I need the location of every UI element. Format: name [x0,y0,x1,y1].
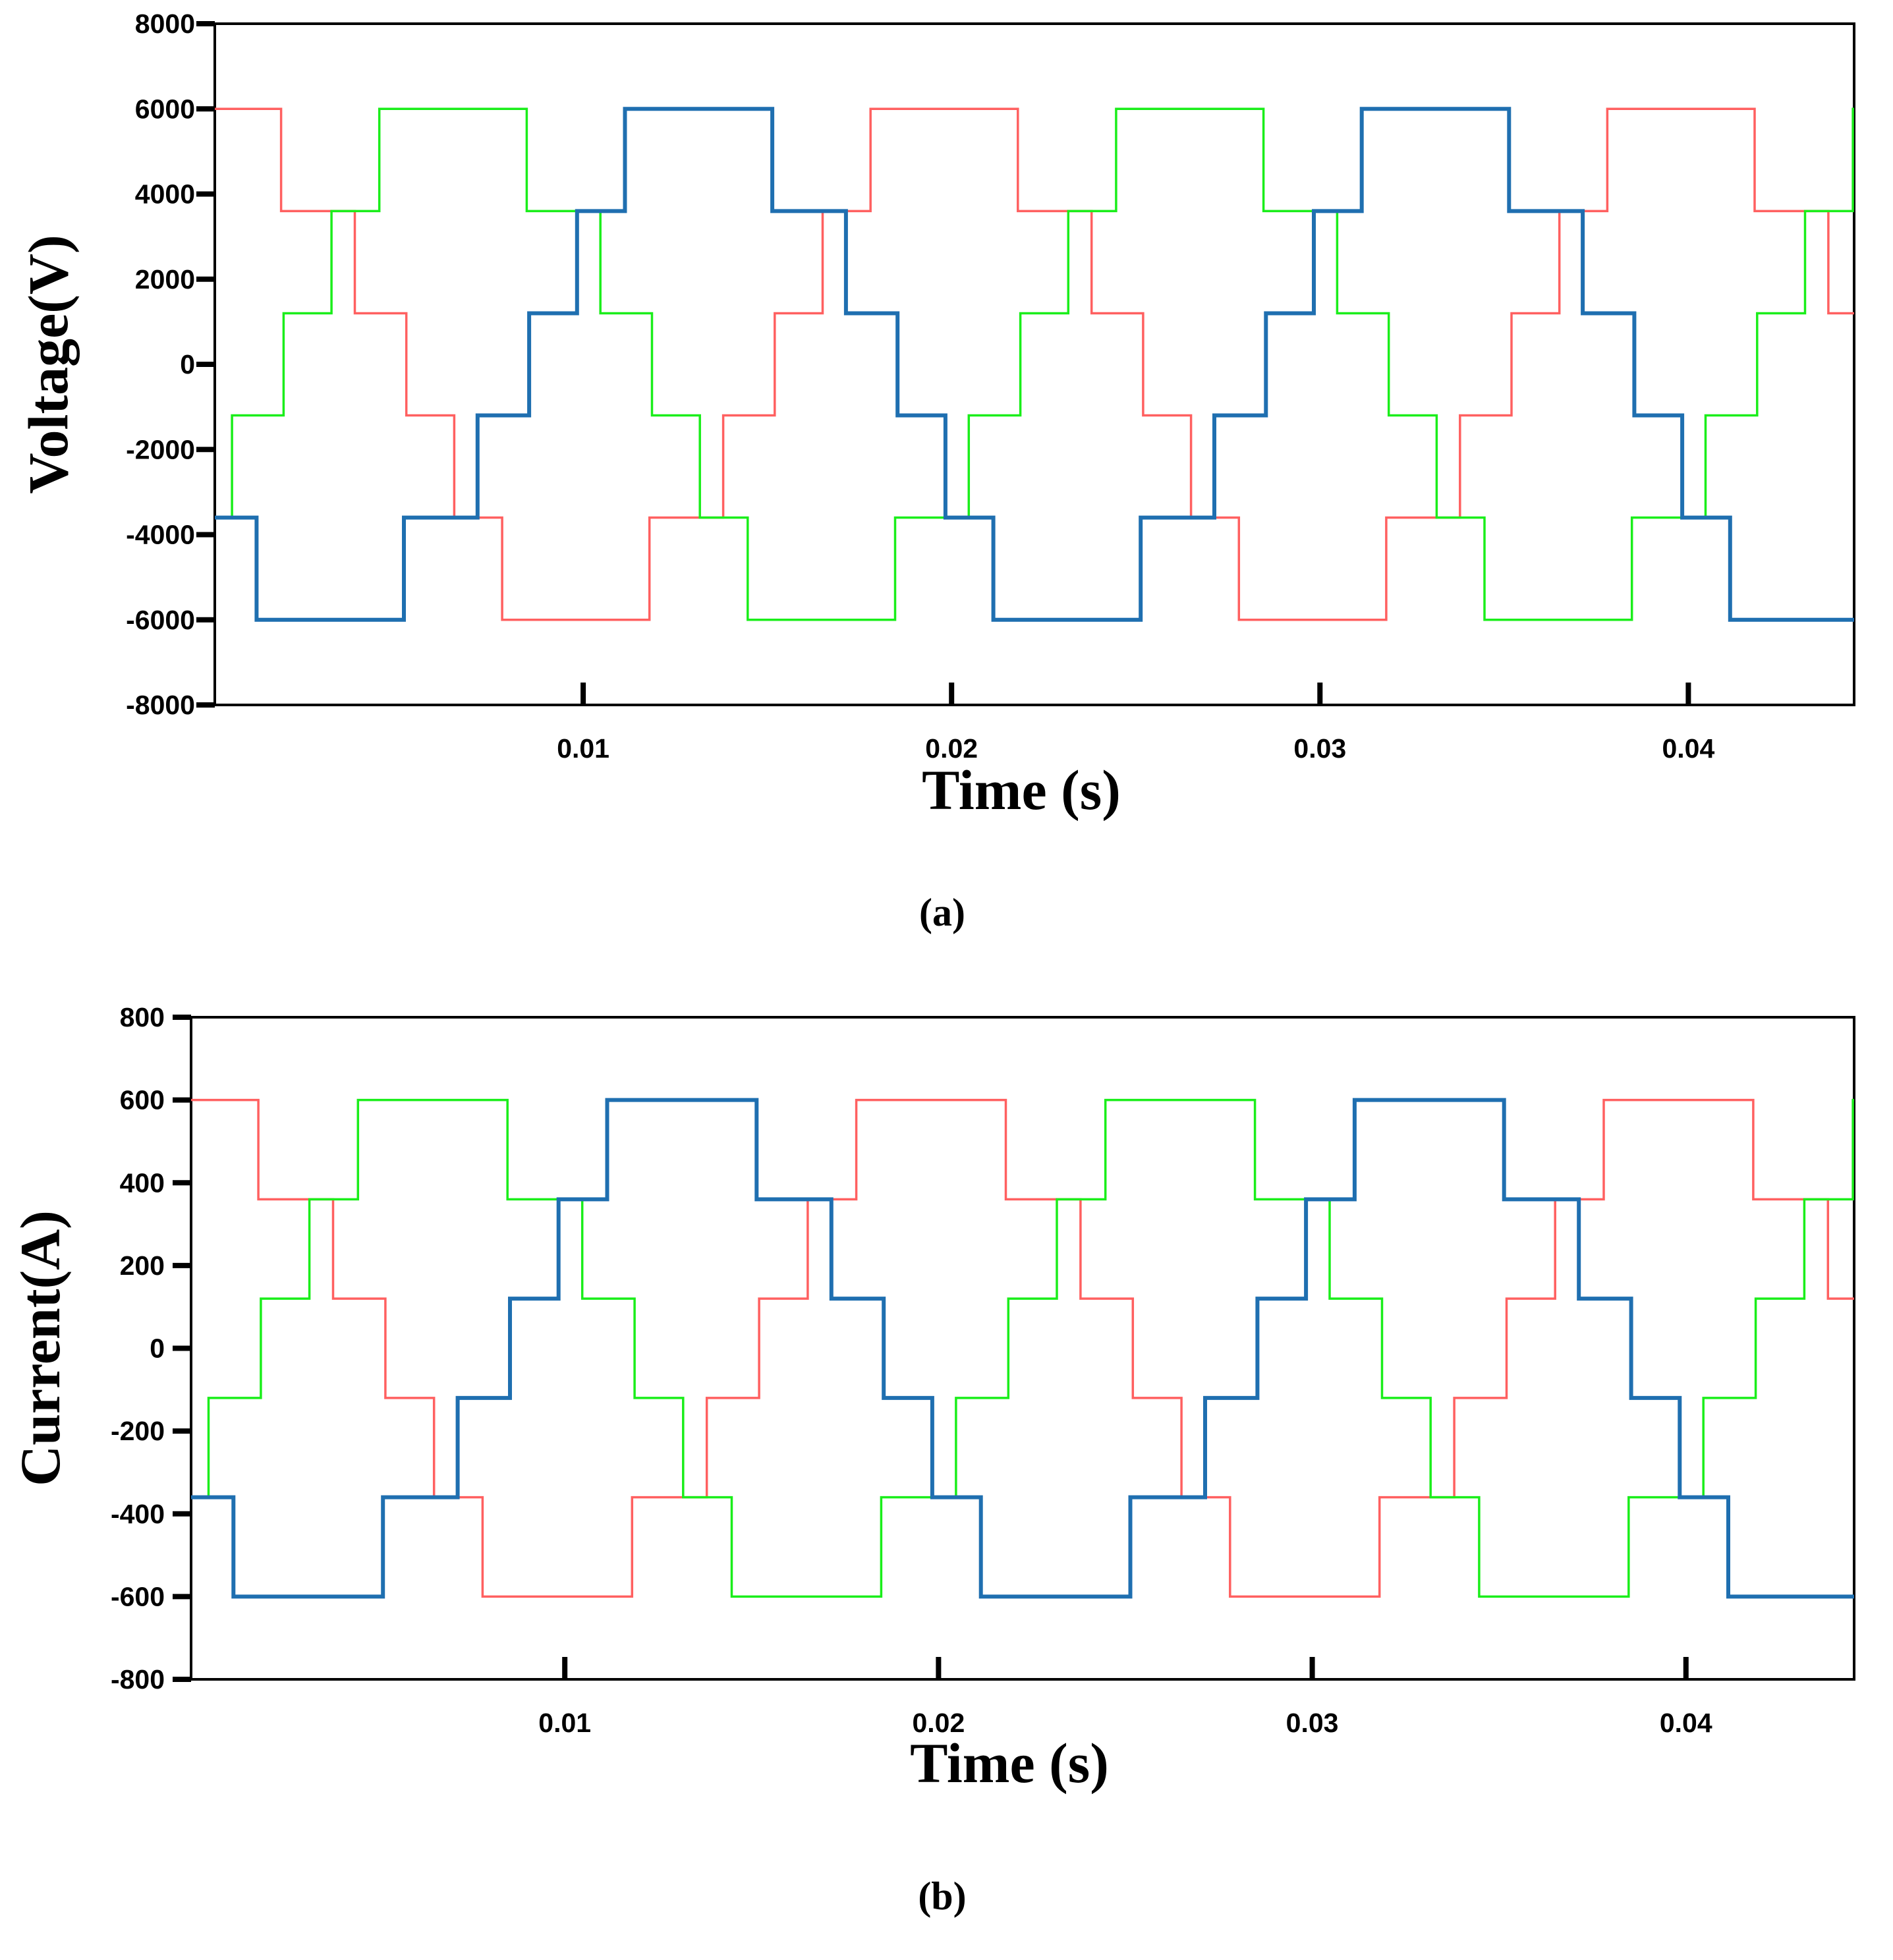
current-chart: 800 600 400 200 0 -200 -400 -600 -800 0.01 0.02 0.0… [9,1002,1855,1918]
y-tick-label: 6000 [135,94,195,124]
x-tick-label: 0.03 [1286,1708,1339,1738]
y-tick-label: 200 [120,1250,165,1281]
y-tick-label: -400 [111,1499,165,1529]
series-group [215,107,1854,622]
y-tick-label: 8000 [135,9,195,39]
y-tick-label: -2000 [126,434,195,464]
y-tick-label: 0 [180,349,195,379]
y-tick-label: -200 [111,1416,165,1446]
series-line-phase-c [215,107,1854,622]
panel-label: (b) [918,1874,966,1918]
y-tick-label: 2000 [135,264,195,294]
series-line-phase-a [191,1098,1854,1598]
series-line-phase-b [215,107,1854,621]
x-axis-title: Time (s) [910,1731,1109,1795]
x-tick-label: 0.02 [925,733,978,764]
y-tick-label: -6000 [126,605,195,635]
y-tick-label: -600 [111,1581,165,1611]
x-tick-label: 0.01 [557,733,609,764]
series-line-phase-b [191,1098,1854,1598]
series-line-phase-a [215,107,1854,621]
y-tick-label: -4000 [126,520,195,550]
x-tick-label: 0.02 [912,1708,965,1738]
y-tick-label: 800 [120,1002,165,1032]
x-tick-label: 0.03 [1293,733,1346,764]
x-tick-label: 0.04 [1660,1708,1712,1738]
series-line-phase-c [191,1098,1854,1599]
y-tick-label: -800 [111,1664,165,1694]
y-tick-label: 400 [120,1167,165,1198]
y-axis-title: Current(A) [9,1210,72,1486]
panel-label: (a) [919,891,965,934]
voltage-chart: 8000 6000 4000 2000 0 -2000 -4000 -6000 -8000 0.0… [16,9,1855,934]
y-tick-label: 0 [150,1333,165,1364]
x-tick-label: 0.01 [538,1708,591,1738]
y-axis-title: Voltage(V) [16,235,80,493]
x-axis-title: Time (s) [922,758,1121,822]
series-group [191,1098,1854,1599]
x-tick-label: 0.04 [1662,733,1714,764]
y-tick-label: 4000 [135,179,195,210]
y-tick-label: -8000 [126,690,195,720]
y-tick-label: 600 [120,1085,165,1115]
